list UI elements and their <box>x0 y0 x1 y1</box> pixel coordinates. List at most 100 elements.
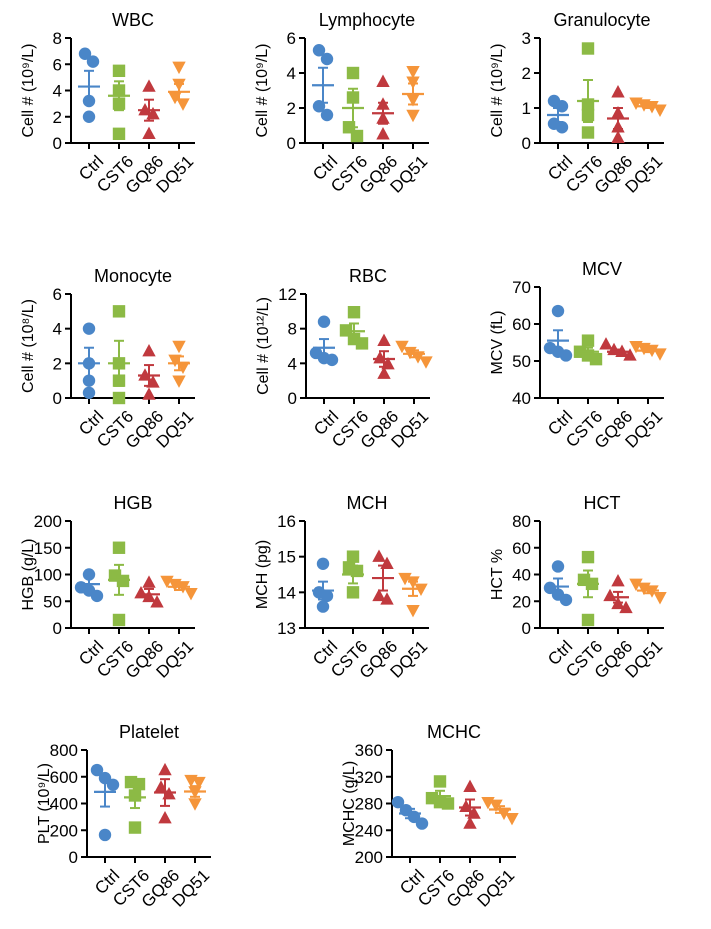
y-tick-label: 6 <box>287 29 296 48</box>
data-point <box>142 387 156 400</box>
data-point <box>372 549 386 562</box>
data-point <box>629 578 643 592</box>
y-tick-label: 2 <box>522 64 531 83</box>
y-tick-label: 2 <box>287 99 296 118</box>
y-tick-label: 100 <box>34 566 62 585</box>
chart-title: WBC <box>112 10 154 30</box>
data-point <box>551 304 565 318</box>
data-point <box>150 595 164 608</box>
data-point <box>623 348 637 361</box>
y-tick-label: 0 <box>522 134 531 153</box>
data-point <box>316 557 330 570</box>
data-point <box>355 337 369 350</box>
y-axis-label: MCV (fL) <box>489 311 506 375</box>
data-point <box>346 586 360 599</box>
y-tick-label: 600 <box>50 768 78 787</box>
data-point <box>555 121 569 134</box>
data-point <box>406 604 420 618</box>
y-tick-label: 40 <box>512 389 531 408</box>
y-tick-label: 16 <box>277 512 296 531</box>
y-axis-label: Cell # (10¹²/L) <box>255 297 272 395</box>
data-point <box>346 66 360 80</box>
data-point <box>589 352 603 366</box>
data-point <box>406 109 420 123</box>
y-tick-label: 2 <box>53 108 62 127</box>
data-point <box>86 55 100 68</box>
data-point <box>463 779 477 792</box>
y-axis-label: Cell # (10⁹/L) <box>20 44 37 138</box>
y-tick-label: 0 <box>53 619 62 638</box>
y-tick-label: 200 <box>355 848 383 867</box>
y-axis-label: MCH (pg) <box>254 540 271 609</box>
y-axis-label: HCT % <box>489 549 506 600</box>
y-tick-label: 50 <box>512 352 531 371</box>
chart-title: HCT <box>584 493 621 513</box>
data-point <box>406 66 420 79</box>
y-tick-label: 0 <box>522 619 531 638</box>
data-point <box>653 104 667 117</box>
data-point <box>172 340 186 354</box>
data-point <box>320 52 334 66</box>
chart-title: RBC <box>349 266 387 286</box>
data-point <box>98 828 112 842</box>
data-point <box>112 391 126 405</box>
y-tick-label: 3 <box>522 29 531 48</box>
data-point <box>347 306 361 319</box>
data-point <box>581 334 595 347</box>
data-point <box>316 600 330 613</box>
y-tick-label: 15 <box>277 548 296 567</box>
data-point <box>346 550 360 563</box>
data-point <box>599 337 613 350</box>
chart-title: MCV <box>582 259 622 279</box>
y-axis-label: MCHC (g/L) <box>341 761 358 846</box>
data-point <box>112 127 126 141</box>
y-tick-label: 240 <box>355 821 383 840</box>
y-tick-label: 320 <box>355 768 383 787</box>
y-tick-label: 0 <box>288 389 297 408</box>
y-tick-label: 70 <box>512 278 531 297</box>
data-point <box>653 592 667 605</box>
data-point <box>106 778 120 791</box>
data-point <box>192 776 206 790</box>
data-point <box>112 613 126 627</box>
data-point <box>419 356 433 369</box>
data-point <box>90 763 104 777</box>
y-tick-label: 60 <box>512 539 531 558</box>
y-tick-label: 4 <box>288 354 297 373</box>
data-point <box>391 795 405 809</box>
y-tick-label: 13 <box>277 619 296 638</box>
y-tick-label: 360 <box>355 741 383 760</box>
chart-title: Lymphocyte <box>319 10 415 30</box>
data-point <box>463 816 477 829</box>
y-tick-label: 1 <box>522 99 531 118</box>
data-point <box>581 550 595 564</box>
y-axis-label: PLT (10⁹/L) <box>36 763 53 844</box>
y-tick-label: 4 <box>287 64 296 83</box>
y-tick-label: 4 <box>53 82 62 101</box>
y-tick-label: 8 <box>53 29 62 48</box>
data-point <box>505 813 519 826</box>
data-point <box>160 575 174 589</box>
y-tick-label: 0 <box>287 134 296 153</box>
data-point <box>611 130 625 143</box>
y-tick-label: 0 <box>69 848 78 867</box>
data-point <box>619 600 633 614</box>
data-point <box>78 47 92 60</box>
y-tick-label: 6 <box>53 55 62 74</box>
y-tick-label: 60 <box>512 315 531 334</box>
data-point <box>350 129 364 143</box>
y-tick-label: 50 <box>43 592 62 611</box>
y-tick-label: 800 <box>50 741 78 760</box>
data-point <box>398 572 412 586</box>
data-point <box>376 74 390 87</box>
data-point <box>441 797 455 810</box>
data-point <box>377 333 391 346</box>
data-point <box>176 98 190 111</box>
y-axis-label: HGB (g/L) <box>20 538 37 610</box>
y-tick-label: 14 <box>277 583 296 602</box>
y-tick-label: 150 <box>34 539 62 558</box>
y-tick-label: 400 <box>50 795 78 814</box>
